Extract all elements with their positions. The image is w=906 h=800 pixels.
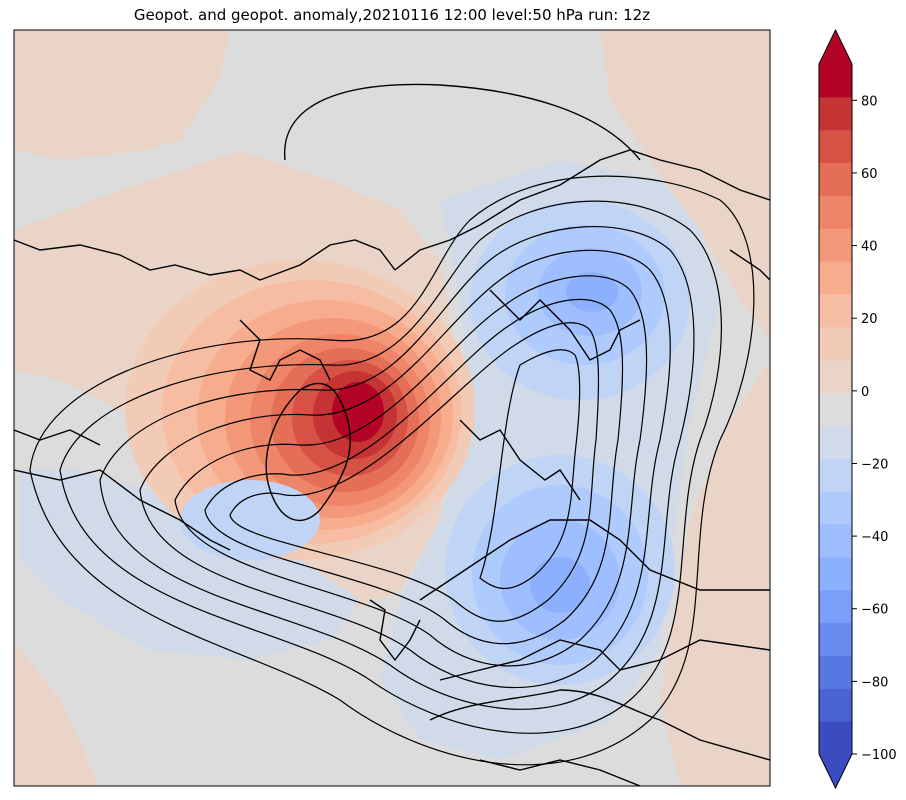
colorbar-band: [819, 64, 852, 98]
colorbar-band: [819, 294, 852, 328]
colorbar-over-arrow: [819, 30, 852, 64]
colorbar-band: [819, 556, 852, 591]
anomaly-field: [14, 30, 770, 786]
colorbar-band: [819, 655, 852, 689]
map-frame: [13, 29, 771, 787]
colorbar-ticks: 80 60 40 20 0 −20 −40 −60 −80 −100: [852, 94, 897, 763]
colorbar-band: [819, 392, 852, 426]
colorbar-tick-label: 80: [861, 94, 878, 109]
colorbar-tick-label: −60: [861, 603, 888, 618]
colorbar-tick-label: 0: [861, 385, 869, 400]
geopotential-contours: [29, 175, 755, 766]
colorbar-tick-label: 60: [861, 167, 878, 182]
colorbar-band: [819, 589, 852, 624]
colorbar-tick-label: −100: [861, 748, 897, 763]
colorbar-band: [819, 129, 852, 164]
colorbar-band: [819, 228, 852, 262]
colorbar-band: [819, 458, 852, 492]
colorbar-band: [819, 195, 852, 229]
colorbar-band: [819, 491, 852, 525]
colorbar-under-arrow: [819, 754, 852, 788]
colorbar-band: [819, 721, 852, 755]
colorbar-tick-label: −40: [861, 530, 888, 545]
colorbar-bands: [819, 64, 852, 755]
colorbar-band: [819, 326, 852, 361]
colorbar-band: [819, 622, 852, 656]
colorbar-tick-label: 20: [861, 312, 878, 327]
colorbar-band: [819, 359, 852, 394]
colorbar-band: [819, 524, 852, 558]
colorbar-band: [819, 688, 852, 722]
map-title: Geopot. and geopot. anomaly,20210116 12:…: [133, 6, 651, 24]
cold-anomaly-west: [180, 480, 320, 560]
colorbar-band: [819, 261, 852, 295]
cold-anomaly-north: [470, 200, 690, 400]
colorbar-band: [819, 162, 852, 196]
colorbar-band: [819, 425, 852, 459]
colorbar-tick-label: −20: [861, 457, 888, 472]
colorbar-tick-label: 40: [861, 240, 878, 255]
coastlines: [14, 83, 770, 786]
colorbar-tick-label: −80: [861, 675, 888, 690]
colorbar-band: [819, 96, 852, 131]
